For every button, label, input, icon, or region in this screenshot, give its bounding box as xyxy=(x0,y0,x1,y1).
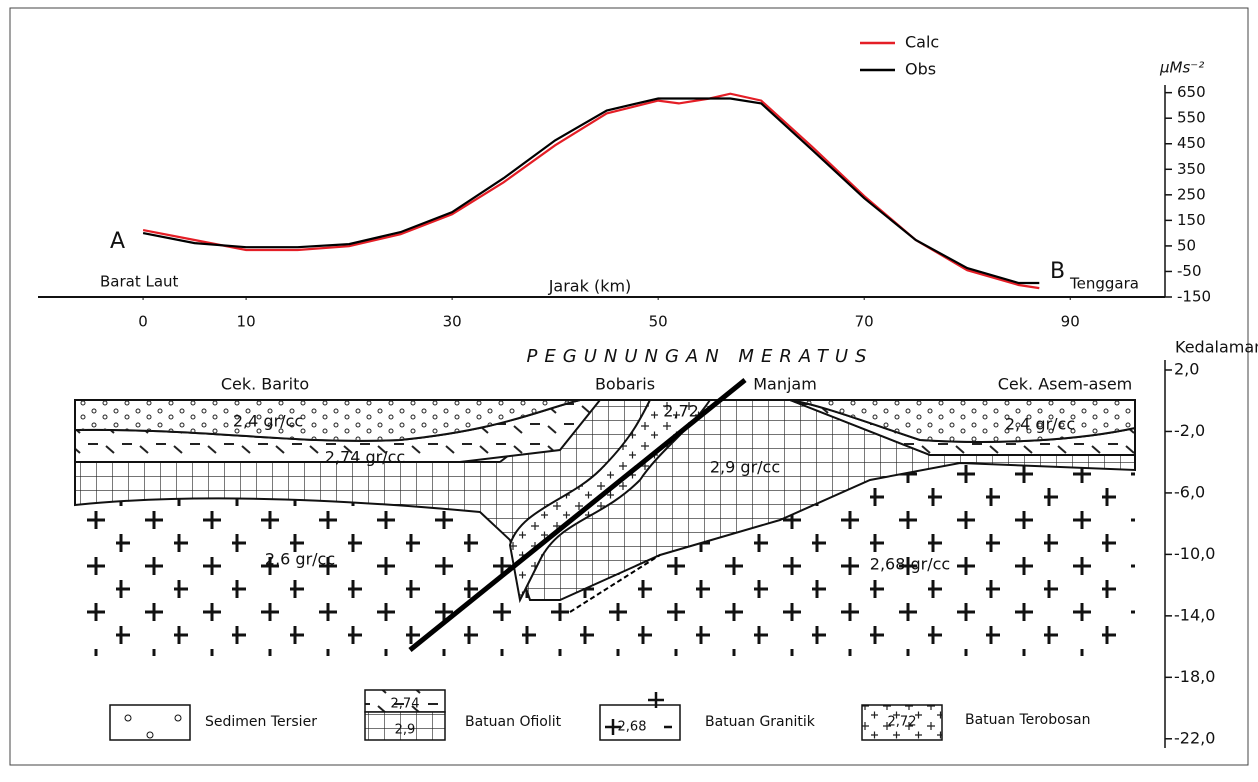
x-tick-label: 10 xyxy=(237,313,256,331)
x-axis-label: Jarak (km) xyxy=(548,277,632,296)
figure: PEGUNUNGAN MERATUS Kedalaman (Km) -150 -5… xyxy=(0,0,1258,778)
cross-section: PEGUNUNGAN MERATUS Kedalaman (Km) xyxy=(75,338,1258,749)
legend-label: Batuan Ofiolit xyxy=(465,714,562,730)
legend-label: Batuan Granitik xyxy=(705,714,816,730)
y-tick-label: 50 xyxy=(1177,236,1196,254)
place-label: Bobaris xyxy=(595,375,655,394)
y-tick-label: 150 xyxy=(1177,211,1206,229)
legend-mark: 2,9 xyxy=(395,723,416,738)
section-title: PEGUNUNGAN MERATUS xyxy=(527,346,874,367)
density-label: 2,68 gr/cc xyxy=(870,555,950,574)
legend-label: Batuan Terobosan xyxy=(965,712,1090,728)
y-tick-label: 550 xyxy=(1177,109,1206,127)
y-tick-label: 650 xyxy=(1177,83,1206,101)
y-tick-label: -50 xyxy=(1177,262,1202,280)
place-label: Manjam xyxy=(753,375,817,394)
legend-label: Obs xyxy=(905,60,936,79)
density-label: 2,72 xyxy=(663,402,699,421)
point-label: A xyxy=(110,229,125,254)
depth-tick-label: -14,0 xyxy=(1174,605,1215,624)
legend-label: Calc xyxy=(905,33,939,52)
legend-swatch xyxy=(110,705,190,740)
density-label: 2,4 gr/cc xyxy=(233,412,303,431)
depth-tick-label: -6,0 xyxy=(1174,482,1205,501)
depth-tick-label: -18,0 xyxy=(1174,667,1215,686)
density-label: 2,6 gr/cc xyxy=(265,550,335,569)
x-tick-label: 30 xyxy=(443,313,462,331)
y-tick-label: 450 xyxy=(1177,134,1206,152)
place-label: Cek. Asem-asem xyxy=(998,375,1133,394)
series-line xyxy=(143,99,1039,284)
place-label: Cek. Barito xyxy=(221,375,309,394)
legend-mark: 2,68 xyxy=(618,720,647,735)
depth-axis-label: Kedalaman (Km) xyxy=(1175,338,1258,357)
depth-tick-label: 2,0 xyxy=(1174,359,1199,378)
density-label: 2,9 gr/cc xyxy=(710,458,780,477)
x-tick-label: 50 xyxy=(649,313,668,331)
depth-tick-label: -10,0 xyxy=(1174,544,1215,563)
direction-label: Barat Laut xyxy=(100,273,179,291)
page: PEGUNUNGAN MERATUS Kedalaman (Km) -150 -5… xyxy=(0,0,1258,782)
x-tick-label: 0 xyxy=(138,313,148,331)
point-label: B xyxy=(1050,259,1065,284)
direction-label: Tenggara xyxy=(1069,275,1139,293)
series-line xyxy=(143,94,1039,288)
depth-tick-label: -22,0 xyxy=(1174,728,1215,747)
y-tick-label: -150 xyxy=(1177,288,1211,306)
y-axis-label: μMs⁻² xyxy=(1159,59,1204,77)
legend-mark: 2,74 xyxy=(391,697,420,712)
density-label: 2,4 gr/cc xyxy=(1005,415,1075,434)
density-label: 2,74 gr/cc xyxy=(325,448,405,467)
legend-mark: 2,72 xyxy=(888,715,917,730)
x-tick-label: 70 xyxy=(855,313,874,331)
x-tick-label: 90 xyxy=(1061,313,1080,331)
y-tick-label: 350 xyxy=(1177,160,1206,178)
legend-label: Sedimen Tersier xyxy=(205,714,317,730)
depth-tick-label: -2,0 xyxy=(1174,421,1205,440)
y-tick-label: 250 xyxy=(1177,185,1206,203)
